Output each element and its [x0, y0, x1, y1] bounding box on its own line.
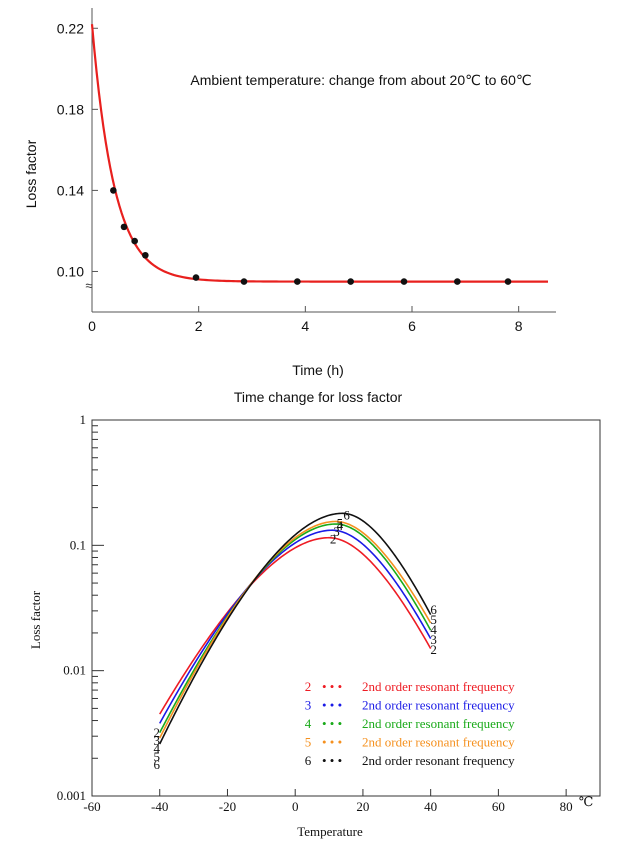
- data-point: [120, 223, 128, 231]
- time-chart-caption: Time change for loss factor: [234, 389, 403, 405]
- legend-dots: • • •: [322, 735, 342, 750]
- time-chart-points: [110, 187, 512, 285]
- x-tick-label: 0: [88, 318, 96, 334]
- curve-label-right: 5: [430, 612, 437, 627]
- y-tick-label: 0.10: [57, 263, 84, 279]
- data-point: [142, 251, 149, 259]
- data-point: [454, 278, 461, 285]
- x-tick-label: 20: [356, 799, 369, 814]
- curve-label-left: 4: [153, 741, 160, 756]
- x-tick-label: -20: [219, 799, 236, 814]
- temperature-chart-curves: [159, 512, 432, 745]
- x-tick-label: 0: [292, 799, 299, 814]
- curve-label-right: 6: [430, 602, 437, 617]
- legend-entry: 2nd order resonant frequency: [362, 716, 515, 731]
- time-chart-ylabel: Loss factor: [23, 139, 39, 208]
- curve-order-6: [159, 512, 432, 745]
- y-tick-label: 1: [80, 412, 87, 427]
- y-tick-label: 0.14: [57, 182, 84, 198]
- x-tick-label: 8: [515, 318, 523, 334]
- curve-label-left: 2: [153, 725, 160, 740]
- legend-dots: • • •: [322, 753, 342, 768]
- y-tick-label: 0.001: [57, 788, 86, 803]
- curve-label-peak: 4: [337, 518, 344, 533]
- x-tick-label: -60: [83, 799, 100, 814]
- data-point: [240, 278, 248, 285]
- curve-order-3: [159, 529, 432, 724]
- data-point: [504, 278, 512, 285]
- legend-entry: 2nd order resonant frequency: [362, 735, 515, 750]
- curve-label-peak: 5: [337, 515, 344, 530]
- time-chart-xlabel: Time (h): [292, 362, 344, 378]
- time-chart-ticks: 0 2 4 6 8 0.10 0.14 0.18 0.22: [57, 20, 523, 334]
- curve-label-peak: 2: [330, 532, 337, 547]
- x-tick-label: 6: [408, 318, 416, 334]
- y-tick-label: 0.22: [57, 20, 84, 36]
- x-tick-label: 60: [492, 799, 505, 814]
- data-point: [131, 237, 138, 245]
- x-tick-label: 4: [301, 318, 309, 334]
- legend-dots: • • •: [322, 716, 342, 731]
- temperature-chart-ticks: 0.001 0.01 0.1 1 -60 -40 -20 0 20 40 60 80: [57, 412, 573, 814]
- legend-entry: 2nd order resonant frequency: [362, 753, 515, 768]
- curve-label-right: 2: [430, 642, 437, 657]
- time-chart: ≈ 0 2 4 6 8 0.10 0.14 0.18 0.22 Ambient temperat…: [23, 8, 556, 405]
- temperature-chart-xlabel: Temperature: [297, 824, 363, 839]
- temperature-chart-frame: [91, 419, 601, 797]
- data-point: [294, 278, 301, 285]
- curve-label-peak: 6: [343, 507, 350, 522]
- y-tick-label: 0.1: [70, 537, 86, 552]
- curve-order-2: [159, 536, 432, 715]
- temperature-chart-legend: 2 • • • 2nd order resonant frequency 3 • • •…: [305, 679, 515, 768]
- loss-factor-curve: [90, 24, 548, 283]
- curve-label-right: 4: [430, 622, 437, 637]
- curve-label-peak: 3: [333, 524, 340, 539]
- temperature-chart-x-unit: ℃: [579, 794, 594, 809]
- legend-order-number: 4: [305, 716, 312, 731]
- x-tick-label: -40: [151, 799, 168, 814]
- data-point: [110, 187, 117, 194]
- curve-label-left: 3: [153, 733, 160, 748]
- temperature-chart-ylabel: Loss factor: [28, 590, 43, 649]
- curve-label-left: 5: [153, 749, 160, 764]
- data-point: [347, 278, 354, 285]
- legend-order-number: 2: [305, 679, 312, 694]
- legend-order-number: 5: [305, 735, 312, 750]
- legend-entry: 2nd order resonant frequency: [362, 679, 515, 694]
- legend-dots: • • •: [322, 698, 342, 713]
- data-point: [400, 278, 408, 285]
- curve-order-4: [159, 523, 432, 734]
- time-chart-annotation: Ambient temperature: change from about 2…: [190, 72, 531, 88]
- x-tick-label: 80: [560, 799, 573, 814]
- curve-label-right: 3: [430, 632, 437, 647]
- legend-entry: 2nd order resonant frequency: [362, 698, 515, 713]
- legend-order-number: 3: [305, 698, 312, 713]
- legend-order-number: 6: [305, 753, 312, 768]
- axis-break-symbol: ≈: [85, 278, 92, 293]
- curve-order-5: [159, 520, 432, 739]
- x-tick-label: 2: [195, 318, 203, 334]
- data-point: [192, 274, 200, 281]
- y-tick-label: 0.01: [63, 663, 86, 678]
- time-chart-curve: [90, 24, 548, 283]
- time-chart-axes: ≈: [85, 8, 556, 313]
- curve-label-left: 6: [153, 757, 160, 772]
- y-tick-label: 0.18: [57, 101, 84, 117]
- legend-dots: • • •: [322, 679, 342, 694]
- x-tick-label: 40: [424, 799, 437, 814]
